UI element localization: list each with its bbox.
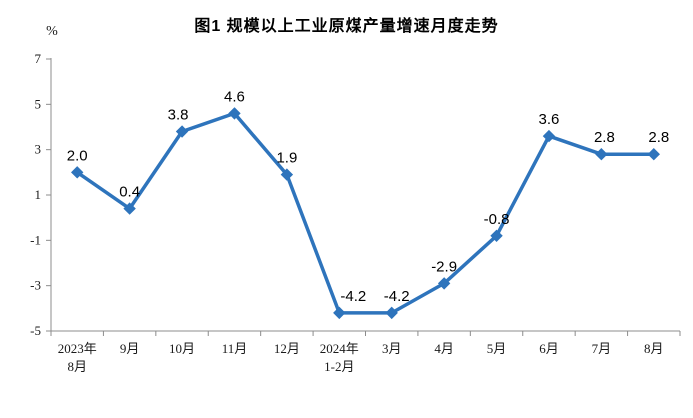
data-point-label: -4.2 (340, 288, 366, 305)
data-point-marker (490, 229, 503, 243)
x-axis-tick-label: 12月 (274, 341, 300, 356)
data-point-label: 2.0 (67, 147, 88, 164)
data-point-marker (175, 125, 189, 138)
data-point-label: 1.9 (276, 150, 297, 167)
data-point-marker (333, 306, 346, 320)
x-axis-tick-label: 11月 (222, 341, 248, 356)
x-axis-tick-label: 3月 (382, 341, 402, 356)
data-point-label: 3.6 (539, 111, 560, 128)
data-point-marker (228, 107, 241, 120)
data-point-marker (595, 147, 608, 161)
x-axis-tick-label: 1-2月 (324, 359, 354, 374)
x-axis-tick-label: 2023年 (58, 341, 97, 356)
data-point-marker (71, 166, 84, 179)
y-axis-tick-label: -3 (30, 278, 41, 293)
data-point-label: 0.4 (119, 184, 140, 201)
data-point-label: 2.8 (594, 129, 615, 146)
data-point-marker (385, 306, 398, 320)
data-point-label: 3.8 (168, 107, 189, 124)
y-axis-tick-label: -5 (30, 323, 41, 338)
data-point-label: -2.9 (431, 258, 457, 275)
y-axis-tick-label: -1 (30, 232, 41, 247)
x-axis-tick-label: 10月 (169, 341, 195, 356)
data-point-marker (647, 147, 660, 161)
x-axis-tick-label: 9月 (120, 341, 140, 356)
data-point-label: -4.2 (384, 288, 410, 305)
data-point-label: 2.8 (648, 129, 669, 146)
chart-title: 图1 规模以上工业原煤产量增速月度走势 (194, 18, 499, 35)
x-axis-tick-label: 5月 (487, 341, 507, 356)
y-axis-unit-label: % (46, 24, 58, 39)
x-axis-tick-label: 7月 (592, 341, 612, 356)
y-axis-tick-label: 5 (35, 96, 42, 111)
data-point-marker (437, 277, 451, 290)
x-axis-tick-label: 2024年 (320, 341, 359, 356)
data-point-marker (280, 168, 294, 181)
y-axis-tick-label: 3 (35, 142, 42, 157)
data-point-marker (542, 129, 556, 143)
data-point-label: -0.8 (484, 211, 510, 228)
y-axis-tick-label: 1 (35, 187, 42, 202)
data-point-label: 4.6 (224, 88, 245, 105)
y-axis-tick-label: 7 (35, 51, 42, 66)
series-line (75, 111, 656, 315)
x-axis-tick-label: 6月 (539, 341, 559, 356)
data-point-marker (123, 202, 136, 215)
x-axis-tick-label: 8月 (644, 341, 664, 356)
x-axis-tick-label: 8月 (67, 359, 87, 374)
x-axis-tick-label: 4月 (434, 341, 454, 356)
